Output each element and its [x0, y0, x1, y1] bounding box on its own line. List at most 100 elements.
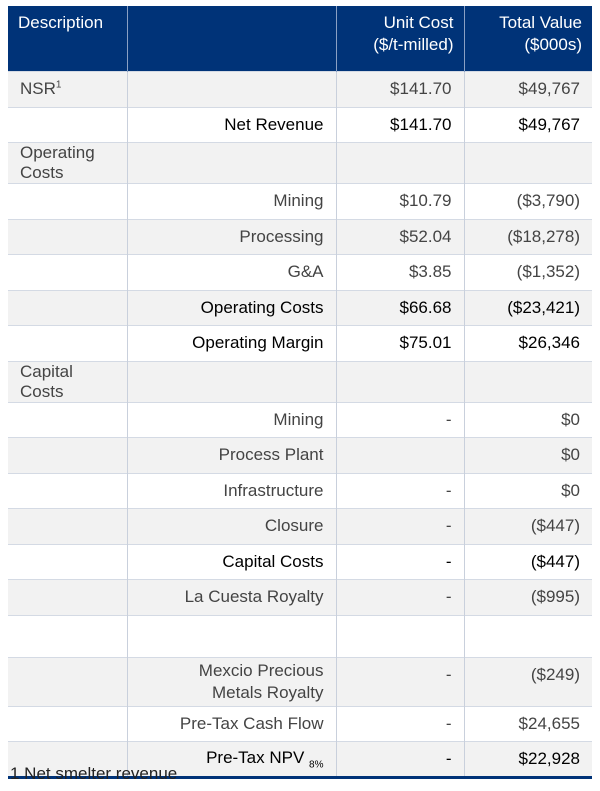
- cell-total-value: ($23,421): [463, 289, 592, 326]
- cell-unit-cost: -: [335, 543, 464, 580]
- item-text: Mining: [273, 191, 324, 211]
- cell-total-value: ($995): [463, 579, 592, 615]
- table-row: Closure - ($447): [8, 508, 592, 544]
- cell-item: Infrastructure: [126, 472, 336, 509]
- cell-item: Capital Costs: [126, 543, 336, 580]
- cell-unit-cost: $52.04: [335, 218, 464, 255]
- item-text: Operating Margin: [192, 333, 324, 353]
- cell-item: [126, 360, 336, 402]
- table-row: Operating Costs: [8, 142, 592, 184]
- cell-description: [8, 401, 127, 438]
- cell-item: Pre-Tax Cash Flow: [126, 705, 336, 742]
- total-value: ($447): [530, 551, 580, 571]
- table-row: La Cuesta Royalty - ($995): [8, 579, 592, 615]
- cell-unit-cost: $66.68: [335, 289, 464, 326]
- cell-item: Mexcio Precious Metals Royalty: [126, 656, 336, 706]
- total-value: $0: [561, 480, 580, 500]
- item-text: Mining: [273, 409, 324, 429]
- item-text: Process Plant: [218, 445, 324, 465]
- cell-total-value: $26,346: [463, 325, 592, 361]
- cell-description: [8, 325, 127, 361]
- unit-cost-value: $10.79: [399, 191, 452, 211]
- cell-item: Processing: [126, 218, 336, 255]
- cell-total-value: [463, 360, 592, 402]
- cell-total-value: $0: [463, 401, 592, 438]
- cell-item: Closure: [126, 508, 336, 544]
- cell-item: Operating Margin: [126, 325, 336, 361]
- cell-item: Mining: [126, 401, 336, 438]
- cell-description: [8, 705, 127, 742]
- cell-description: [8, 106, 127, 143]
- unit-cost-value: $52.04: [399, 226, 452, 246]
- total-value: ($249): [530, 664, 580, 684]
- total-value: ($1,352): [516, 262, 580, 282]
- table-row: Processing $52.04 ($18,278): [8, 218, 592, 255]
- cell-total-value: $24,655: [463, 705, 592, 742]
- cell-description: [8, 289, 127, 326]
- table-row: Capital Costs: [8, 360, 592, 402]
- cell-description: [8, 543, 127, 580]
- cell-total-value: $49,767: [463, 106, 592, 143]
- cell-unit-cost: [335, 142, 464, 184]
- cell-description: NSR1: [8, 71, 127, 107]
- cell-total-value: ($1,352): [463, 254, 592, 290]
- cell-item: G&A: [126, 254, 336, 290]
- cell-unit-cost: [335, 360, 464, 402]
- cell-total-value: $49,767: [463, 71, 592, 107]
- cell-item: [126, 71, 336, 107]
- cell-total-value: ($447): [463, 508, 592, 544]
- cell-description: [8, 508, 127, 544]
- header-unit-cost-line2: ($/t-milled): [373, 35, 454, 54]
- item-text: Net Revenue: [224, 114, 324, 134]
- table-row: Mining - $0: [8, 401, 592, 438]
- cell-unit-cost: -: [335, 579, 464, 615]
- total-value: $26,346: [518, 333, 580, 353]
- cell-item: La Cuesta Royalty: [126, 579, 336, 615]
- cell-total-value: [463, 614, 592, 657]
- cell-item: Mining: [126, 183, 336, 219]
- table-row: Operating Margin $75.01 $26,346: [8, 325, 592, 361]
- cell-total-value: ($447): [463, 543, 592, 580]
- item-text: Pre-Tax NPV: [206, 747, 305, 767]
- table-row: Mexcio Precious Metals Royalty - ($249): [8, 656, 592, 706]
- cell-description: [8, 656, 127, 706]
- item-text: Mexcio Precious Metals Royalty: [198, 660, 324, 702]
- unit-cost-value: $66.68: [399, 297, 452, 317]
- cell-description: [8, 218, 127, 255]
- unit-cost-value: -: [445, 664, 452, 684]
- footnote: 1 Net smelter revenue: [10, 764, 178, 783]
- total-value: $49,767: [518, 79, 580, 99]
- header-row: Description Unit Cost ($/t-milled) Total …: [8, 6, 592, 72]
- table-row: Infrastructure - $0: [8, 472, 592, 509]
- header-item: [126, 6, 336, 72]
- item-text: Operating Costs: [200, 297, 324, 317]
- footnote-marker: 1: [55, 79, 62, 91]
- table-row: Pre-Tax Cash Flow - $24,655: [8, 705, 592, 742]
- total-value: $0: [561, 409, 580, 429]
- item-text: Pre-Tax Cash Flow: [179, 713, 324, 733]
- cell-unit-cost: $75.01: [335, 325, 464, 361]
- cell-unit-cost: -: [335, 705, 464, 742]
- cell-total-value: $0: [463, 437, 592, 473]
- total-value: ($995): [530, 587, 580, 607]
- item-text: Processing: [239, 226, 324, 246]
- description-text: Operating Costs: [20, 143, 95, 182]
- total-value: $0: [561, 445, 580, 465]
- total-value: ($18,278): [507, 226, 580, 246]
- item-text: G&A: [287, 262, 324, 282]
- description-text: Capital Costs: [20, 361, 73, 401]
- item-text: La Cuesta Royalty: [184, 587, 324, 607]
- table-row: Capital Costs - ($447): [8, 543, 592, 580]
- header-description: Description: [8, 6, 127, 72]
- cell-description: [8, 437, 127, 473]
- unit-cost-value: -: [445, 713, 452, 733]
- cell-unit-cost: -: [335, 401, 464, 438]
- table-row: Pre-Tax NPV 8% - $22,928: [8, 741, 592, 779]
- cell-description: [8, 183, 127, 219]
- cell-description: [8, 579, 127, 615]
- table-row: Net Revenue $141.70 $49,767: [8, 106, 592, 143]
- total-value: ($23,421): [507, 297, 580, 317]
- unit-cost-value: -: [445, 409, 452, 429]
- unit-cost-value: -: [445, 748, 452, 768]
- table-row: NSR1 $141.70 $49,767: [8, 71, 592, 107]
